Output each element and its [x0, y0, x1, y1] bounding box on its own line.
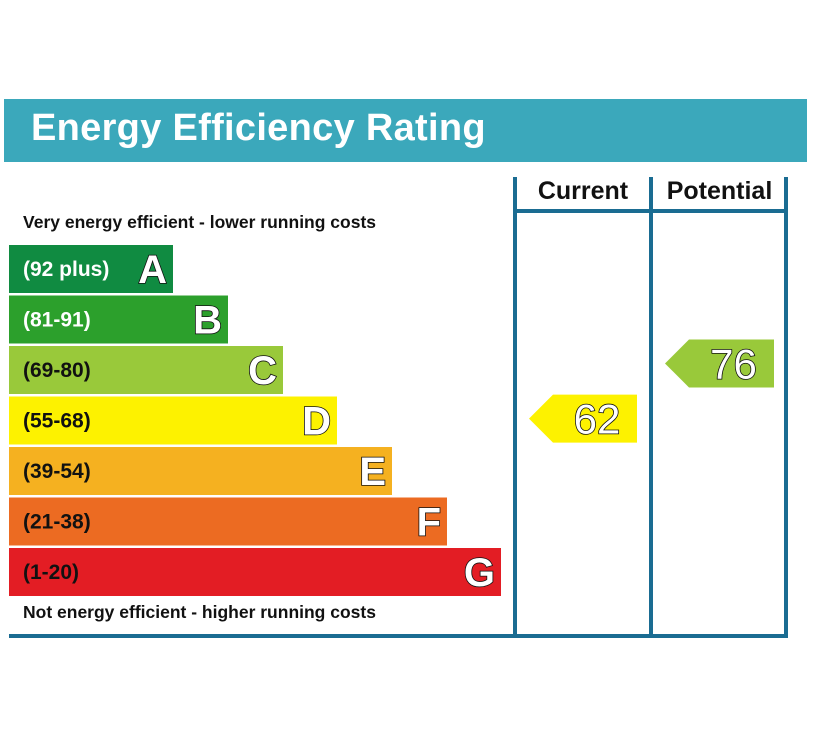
- current-rating-value: 62: [574, 396, 621, 443]
- band-range-g: (1-20): [23, 561, 79, 584]
- band-range-c: (69-80): [23, 359, 91, 382]
- band-bar-c: [9, 346, 283, 394]
- title-bar: [4, 99, 807, 162]
- band-bar-g: [9, 548, 501, 596]
- band-letter-d: D: [302, 400, 331, 444]
- band-bar-f: [9, 497, 447, 546]
- potential-rating-arrow: [665, 339, 774, 388]
- column-header-potential: Potential: [666, 177, 773, 205]
- band-bar-e: [9, 447, 392, 495]
- band-bar-b: [9, 295, 228, 344]
- band-range-d: (55-68): [23, 410, 91, 433]
- band-letter-g: G: [464, 551, 495, 595]
- column-header-current: Current: [537, 177, 629, 205]
- band-range-b: (81-91): [23, 309, 91, 332]
- band-range-a: (92 plus): [23, 258, 109, 281]
- note-very-efficient: Very energy efficient - lower running co…: [23, 212, 377, 232]
- band-letter-e: E: [359, 450, 386, 494]
- band-range-f: (21-38): [23, 511, 91, 534]
- band-range-e: (39-54): [23, 460, 91, 483]
- band-letter-b: B: [193, 299, 222, 343]
- band-letter-a: A: [138, 248, 167, 292]
- potential-rating-value: 76: [710, 340, 757, 387]
- chart-title: Energy Efficiency Rating: [31, 107, 486, 149]
- band-bar-d: [9, 396, 337, 445]
- note-not-efficient: Not energy efficient - higher running co…: [23, 602, 376, 622]
- band-letter-f: F: [417, 501, 441, 545]
- band-letter-c: C: [248, 349, 277, 393]
- current-rating-arrow: [529, 394, 637, 443]
- band-bar-a: [9, 245, 173, 293]
